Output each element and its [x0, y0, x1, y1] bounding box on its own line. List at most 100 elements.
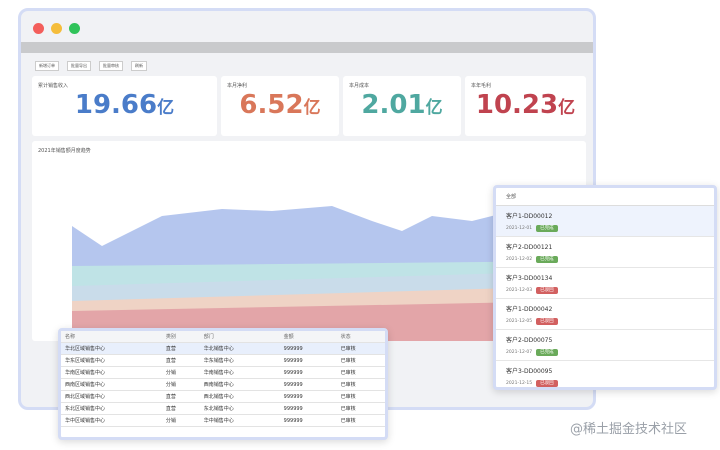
table-cell: 西北区域销售中心: [61, 390, 162, 403]
table-cell: 直营: [161, 402, 200, 415]
kpi-card: 累计销售收入 19.66亿: [32, 76, 217, 136]
table-cell: 华东区域销售中心: [61, 354, 162, 367]
table-cell: 999999: [279, 414, 337, 427]
toolbar-button[interactable]: 新增订单: [35, 61, 59, 71]
kpi-label: 本年毛利: [471, 83, 492, 89]
kpi-value: 6.52亿: [221, 90, 339, 120]
status-tag: 已完成: [536, 349, 558, 356]
table-cell: 东北销售中心: [199, 402, 280, 415]
order-date: 2021-12-02: [506, 257, 533, 262]
table-cell: 分销: [161, 366, 200, 379]
table-cell: 西南销售中心: [199, 378, 280, 391]
table-cell: 东北区域销售中心: [61, 402, 162, 415]
table-row[interactable]: 西南区域销售中心 分销 西南销售中心 999999 已审核: [61, 378, 385, 391]
kpi-unit: 亿: [157, 98, 175, 118]
order-meta: 2021-12-07 已完成: [506, 349, 704, 356]
kpi-number: 6.52: [239, 90, 304, 120]
kpi-unit: 亿: [558, 98, 576, 118]
table-cell: 华南销售中心: [199, 366, 280, 379]
status-tag: 已驳回: [536, 318, 558, 325]
order-item[interactable]: 客户3-DD00134 2021-12-03 已驳回: [496, 268, 714, 299]
column-header: 状态: [336, 331, 385, 343]
column-header: 部门: [199, 331, 280, 343]
kpi-label: 本月成本: [349, 83, 370, 89]
order-meta: 2021-12-02 已完成: [506, 256, 704, 263]
table-cell: 已审核: [336, 342, 385, 355]
column-header: 名称: [61, 331, 162, 343]
table-row[interactable]: 华北区域销售中心 直营 华北销售中心 999999 已审核: [61, 342, 385, 355]
kpi-unit: 亿: [303, 98, 321, 118]
order-date: 2021-12-01: [506, 226, 533, 231]
order-date: 2021-12-03: [506, 288, 533, 293]
tab-bar: [21, 42, 593, 53]
chart-title: 2021年销售额月度趋势: [38, 148, 91, 154]
list-header: 全部: [496, 188, 714, 206]
table-cell: 999999: [279, 354, 337, 367]
toolbar-button[interactable]: 批量导出: [67, 61, 91, 71]
order-item[interactable]: 客户2-DD00121 2021-12-02 已完成: [496, 237, 714, 268]
order-item[interactable]: 客户2-DD00075 2021-12-07 已完成: [496, 330, 714, 361]
table-cell: 已审核: [336, 402, 385, 415]
kpi-label: 本月净利: [227, 83, 248, 89]
order-list: 全部 客户1-DD00012 2021-12-01 已完成 客户2-DD00121 20…: [493, 185, 717, 390]
table-cell: 西北销售中心: [199, 390, 280, 403]
data-table: 名称 类别 部门 金额 状态 华北区域销售中心 直营 华北销售中心 999999 已审核 华东区域销…: [61, 331, 385, 427]
status-tag: 已完成: [536, 256, 558, 263]
kpi-label: 累计销售收入: [38, 83, 69, 89]
toolbar-button[interactable]: 批量审核: [99, 61, 123, 71]
table-cell: 直营: [161, 390, 200, 403]
status-tag: 已驳回: [536, 287, 558, 294]
order-date: 2021-12-05: [506, 319, 533, 324]
kpi-number: 10.23: [475, 90, 559, 120]
order-title: 客户2-DD00075: [506, 337, 553, 344]
table-cell: 华中区域销售中心: [61, 414, 162, 427]
minimize-dot[interactable]: [51, 23, 62, 34]
table-row[interactable]: 华东区域销售中心 直营 华东销售中心 999999 已审核: [61, 354, 385, 367]
kpi-number: 19.66: [74, 90, 158, 120]
area-chart: [72, 201, 582, 341]
table-cell: 已审核: [336, 354, 385, 367]
kpi-card: 本年毛利 10.23亿: [465, 76, 586, 136]
table-cell: 华中销售中心: [199, 414, 280, 427]
toolbar-button[interactable]: 刷新: [131, 61, 147, 71]
table-cell: 华北区域销售中心: [61, 342, 162, 355]
watermark: @稀土掘金技术社区: [570, 422, 688, 437]
table-row[interactable]: 东北区域销售中心 直营 东北销售中心 999999 已审核: [61, 402, 385, 415]
table-cell: 西南区域销售中心: [61, 378, 162, 391]
order-title: 客户1-DD00042: [506, 306, 553, 313]
maximize-dot[interactable]: [69, 23, 80, 34]
table-cell: 999999: [279, 366, 337, 379]
order-item[interactable]: 客户1-DD00012 2021-12-01 已完成: [496, 206, 714, 237]
table-row[interactable]: 西北区域销售中心 直营 西北销售中心 999999 已审核: [61, 390, 385, 403]
table-cell: 999999: [279, 390, 337, 403]
order-title: 客户1-DD00012: [506, 213, 553, 220]
order-title: 客户3-DD00095: [506, 368, 553, 375]
order-item[interactable]: 客户1-DD00042 2021-12-05 已驳回: [496, 299, 714, 330]
table-cell: 分销: [161, 414, 200, 427]
table-cell: 分销: [161, 378, 200, 391]
close-dot[interactable]: [33, 23, 44, 34]
kpi-value: 2.01亿: [343, 90, 461, 120]
order-title: 客户2-DD00121: [506, 244, 553, 251]
table-cell: 999999: [279, 402, 337, 415]
table-cell: 直营: [161, 342, 200, 355]
status-tag: 已完成: [536, 225, 558, 232]
kpi-card: 本月净利 6.52亿: [221, 76, 339, 136]
order-meta: 2021-12-15 已驳回: [506, 380, 704, 387]
kpi-card: 本月成本 2.01亿: [343, 76, 461, 136]
table-row[interactable]: 华南区域销售中心 分销 华南销售中心 999999 已审核: [61, 366, 385, 379]
table-cell: 999999: [279, 378, 337, 391]
table-row[interactable]: 华中区域销售中心 分销 华中销售中心 999999 已审核: [61, 414, 385, 427]
table-cell: 已审核: [336, 378, 385, 391]
order-title: 客户3-DD00134: [506, 275, 553, 282]
table-overlay: 名称 类别 部门 金额 状态 华北区域销售中心 直营 华北销售中心 999999 已审核 华东区域销…: [58, 328, 388, 440]
status-tag: 已驳回: [536, 380, 558, 387]
table-cell: 华北销售中心: [199, 342, 280, 355]
order-item[interactable]: 客户3-DD00095 2021-12-15 已驳回: [496, 361, 714, 387]
order-meta: 2021-12-05 已驳回: [506, 318, 704, 325]
table-cell: 直营: [161, 354, 200, 367]
order-meta: 2021-12-01 已完成: [506, 225, 704, 232]
order-date: 2021-12-15: [506, 381, 533, 386]
order-date: 2021-12-07: [506, 350, 533, 355]
